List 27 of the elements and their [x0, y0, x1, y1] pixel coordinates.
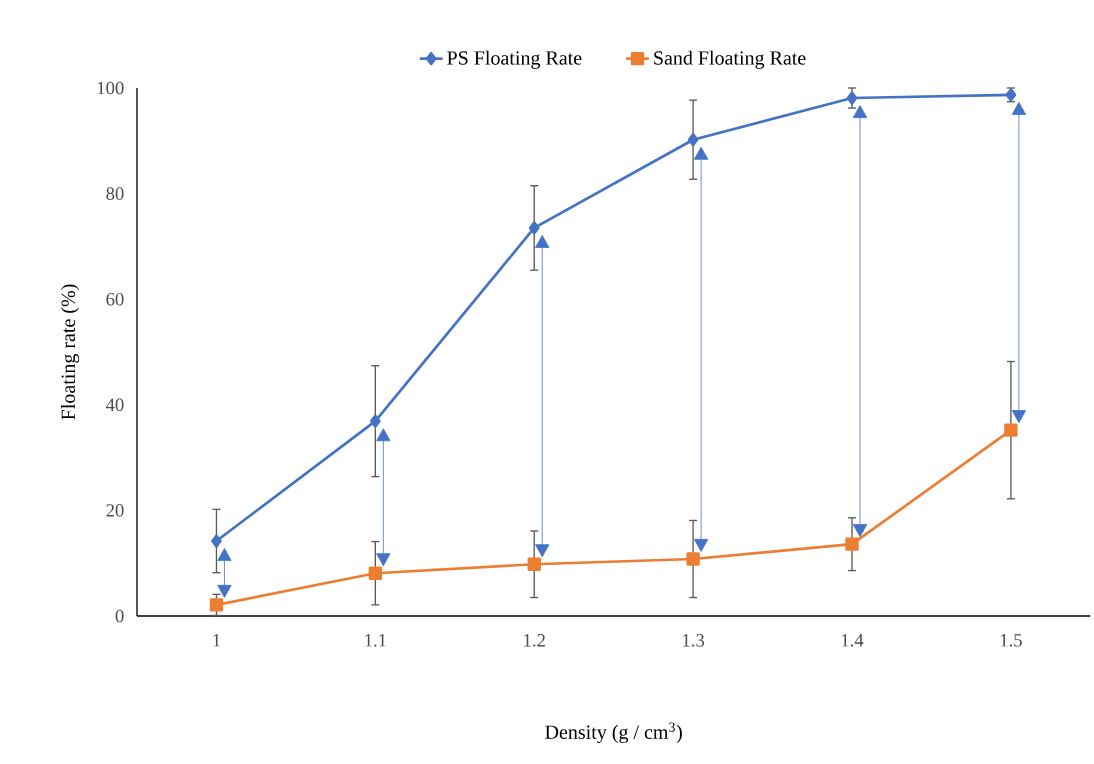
y-tick-label: 60 — [106, 292, 124, 306]
point — [370, 414, 381, 428]
point — [211, 534, 222, 548]
legend-label: Sand Floating Rate — [654, 50, 806, 69]
x-tick-label: 1.4 — [841, 634, 864, 647]
x-tick-label: 1.1 — [365, 634, 386, 647]
x-tick-label: 1.3 — [683, 634, 705, 647]
legend-label: PS Floating Rate — [447, 50, 582, 69]
point — [527, 557, 541, 571]
point — [686, 552, 700, 566]
point — [1004, 423, 1018, 437]
y-tick-label: 0 — [115, 609, 124, 623]
point — [846, 91, 858, 105]
x-tick-label: 1 — [213, 634, 220, 647]
y-tick-label: 80 — [106, 187, 124, 200]
point — [845, 537, 859, 551]
point — [368, 566, 383, 580]
y-axis-title: Floating rate (%) — [60, 284, 80, 420]
x-axis-title: Density (g / cm$^{3}$) — [545, 722, 682, 744]
point — [528, 221, 540, 235]
point — [209, 598, 224, 612]
y-tick-label: 40 — [105, 398, 124, 412]
x-tick-label: 1.2 — [524, 634, 545, 647]
y-tick-label: 100 — [97, 81, 124, 95]
point — [687, 133, 699, 147]
y-tick-label: 20 — [106, 504, 124, 517]
x-tick-label: 1.5 — [1000, 634, 1022, 647]
